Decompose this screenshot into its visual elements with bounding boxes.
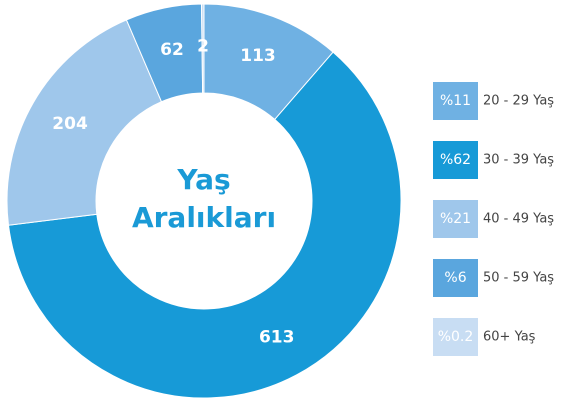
donut-slice (7, 51, 402, 399)
slice-label: 113 (240, 46, 276, 66)
legend-percent: %62 (440, 152, 471, 168)
legend-percent: %0.2 (438, 329, 474, 345)
slice-label: 613 (259, 327, 295, 347)
legend-swatch (433, 200, 478, 238)
legend-swatch (433, 141, 478, 179)
slice-label: 2 (197, 37, 209, 57)
legend-swatch (433, 259, 478, 297)
legend-label: 50 - 59 Yaş (483, 271, 554, 286)
legend-percent: %11 (440, 93, 471, 109)
donut-slice (6, 19, 163, 226)
legend-label: 30 - 39 Yaş (483, 153, 554, 168)
center-title: Yaş (176, 163, 230, 196)
donut-slice (201, 3, 205, 94)
legend-percent: %6 (444, 270, 466, 286)
legend-swatch (433, 318, 478, 356)
legend-label: 40 - 49 Yaş (483, 212, 554, 227)
slice-label: 62 (160, 40, 184, 60)
legend-swatch (433, 82, 478, 120)
center-title: Aralıkları (132, 201, 276, 234)
slice-label: 204 (52, 114, 88, 134)
legend-percent: %21 (440, 211, 471, 227)
legend-label: 60+ Yaş (483, 330, 536, 345)
legend-label: 20 - 29 Yaş (483, 94, 554, 109)
